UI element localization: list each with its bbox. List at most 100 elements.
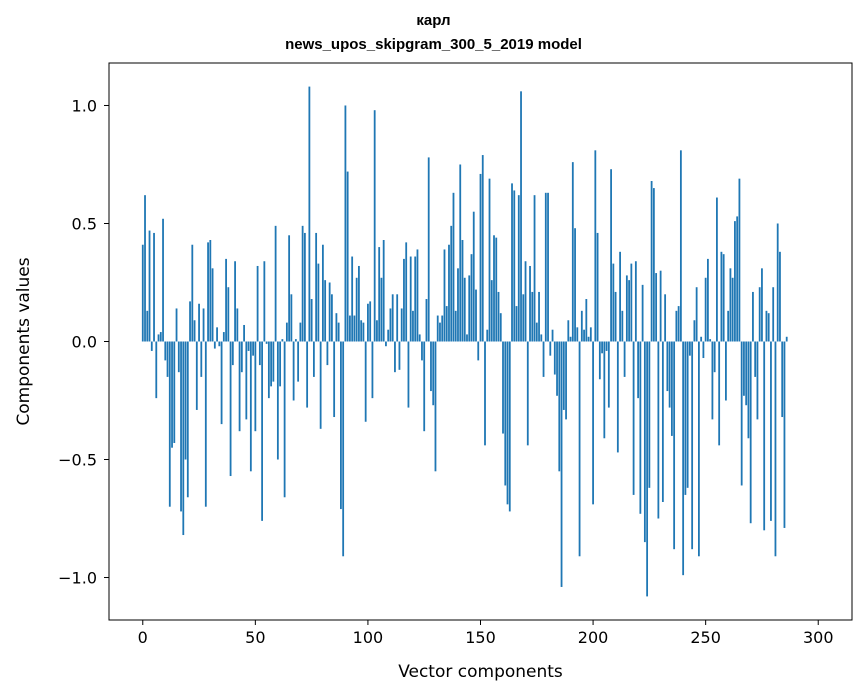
bar <box>603 341 606 439</box>
bar <box>571 162 574 342</box>
bar <box>281 339 284 342</box>
bar <box>436 315 439 342</box>
bar <box>578 341 581 557</box>
y-tick-label: 0.0 <box>72 333 97 352</box>
bar <box>301 225 304 342</box>
bar <box>240 341 243 373</box>
x-tick-label: 200 <box>578 628 609 647</box>
bar <box>774 341 777 557</box>
bar <box>713 341 716 373</box>
bar <box>360 320 363 342</box>
bar <box>718 341 721 446</box>
bar <box>200 341 203 377</box>
bar <box>646 341 649 597</box>
x-tick-label: 150 <box>465 628 496 647</box>
x-tick-label: 300 <box>803 628 834 647</box>
bar <box>711 341 714 420</box>
bar <box>218 341 221 347</box>
bar <box>425 299 428 342</box>
bar <box>416 249 419 342</box>
bar <box>391 294 394 342</box>
bar <box>265 341 268 344</box>
bar <box>153 232 155 342</box>
bar <box>452 192 455 342</box>
bar <box>745 341 748 406</box>
bar <box>283 341 286 498</box>
bar <box>583 329 585 342</box>
bar <box>162 218 164 342</box>
bar <box>565 341 567 420</box>
bar <box>659 270 662 342</box>
bar <box>155 341 158 399</box>
bar <box>727 310 730 342</box>
bar <box>220 341 223 425</box>
bar <box>770 341 772 521</box>
bar <box>648 341 651 488</box>
chart-title: карл <box>416 12 451 29</box>
bar <box>150 341 153 351</box>
bar <box>157 334 160 342</box>
bar <box>346 171 349 342</box>
bar <box>734 221 736 342</box>
bar <box>182 341 185 536</box>
bar <box>772 287 775 342</box>
bar <box>722 254 725 342</box>
bar <box>351 256 354 342</box>
bar <box>513 190 516 342</box>
bar <box>522 294 525 342</box>
bar <box>682 341 685 576</box>
bar <box>288 235 291 342</box>
bar <box>297 341 300 382</box>
bar <box>225 258 227 342</box>
bar <box>177 341 180 373</box>
bar <box>353 315 356 342</box>
bar <box>526 341 529 446</box>
bar <box>576 327 579 342</box>
bar <box>569 336 572 342</box>
bar <box>394 341 396 373</box>
bar <box>643 341 646 543</box>
bar <box>355 277 358 342</box>
bar <box>556 341 558 396</box>
bar <box>443 249 446 342</box>
bar <box>691 341 694 550</box>
bar <box>675 310 678 342</box>
bar <box>504 341 507 486</box>
bar <box>637 341 640 399</box>
bar <box>668 341 671 408</box>
bar <box>686 341 689 488</box>
bar <box>463 277 466 342</box>
bar <box>331 294 333 342</box>
bar <box>567 320 570 342</box>
bar <box>547 192 549 342</box>
bar <box>198 303 200 342</box>
bar <box>533 195 536 342</box>
bar <box>254 341 257 432</box>
bar <box>389 308 392 342</box>
bar <box>763 341 766 531</box>
bar <box>666 341 669 392</box>
bar <box>574 228 576 342</box>
bar <box>585 299 588 342</box>
bar <box>700 336 703 342</box>
bar <box>168 341 171 507</box>
bar <box>479 173 482 342</box>
bar <box>497 291 500 342</box>
bar <box>684 341 687 495</box>
bar <box>508 341 511 512</box>
bar <box>488 178 491 342</box>
bar <box>457 268 459 342</box>
bar <box>484 341 486 446</box>
bar <box>758 287 761 342</box>
bar <box>729 268 732 342</box>
bar <box>164 341 167 361</box>
bar <box>274 225 277 342</box>
bar <box>698 341 700 557</box>
bar <box>459 164 462 342</box>
bar <box>761 268 763 342</box>
bar <box>495 237 498 342</box>
bar <box>312 341 315 377</box>
bar <box>261 341 263 521</box>
bar <box>439 322 441 342</box>
